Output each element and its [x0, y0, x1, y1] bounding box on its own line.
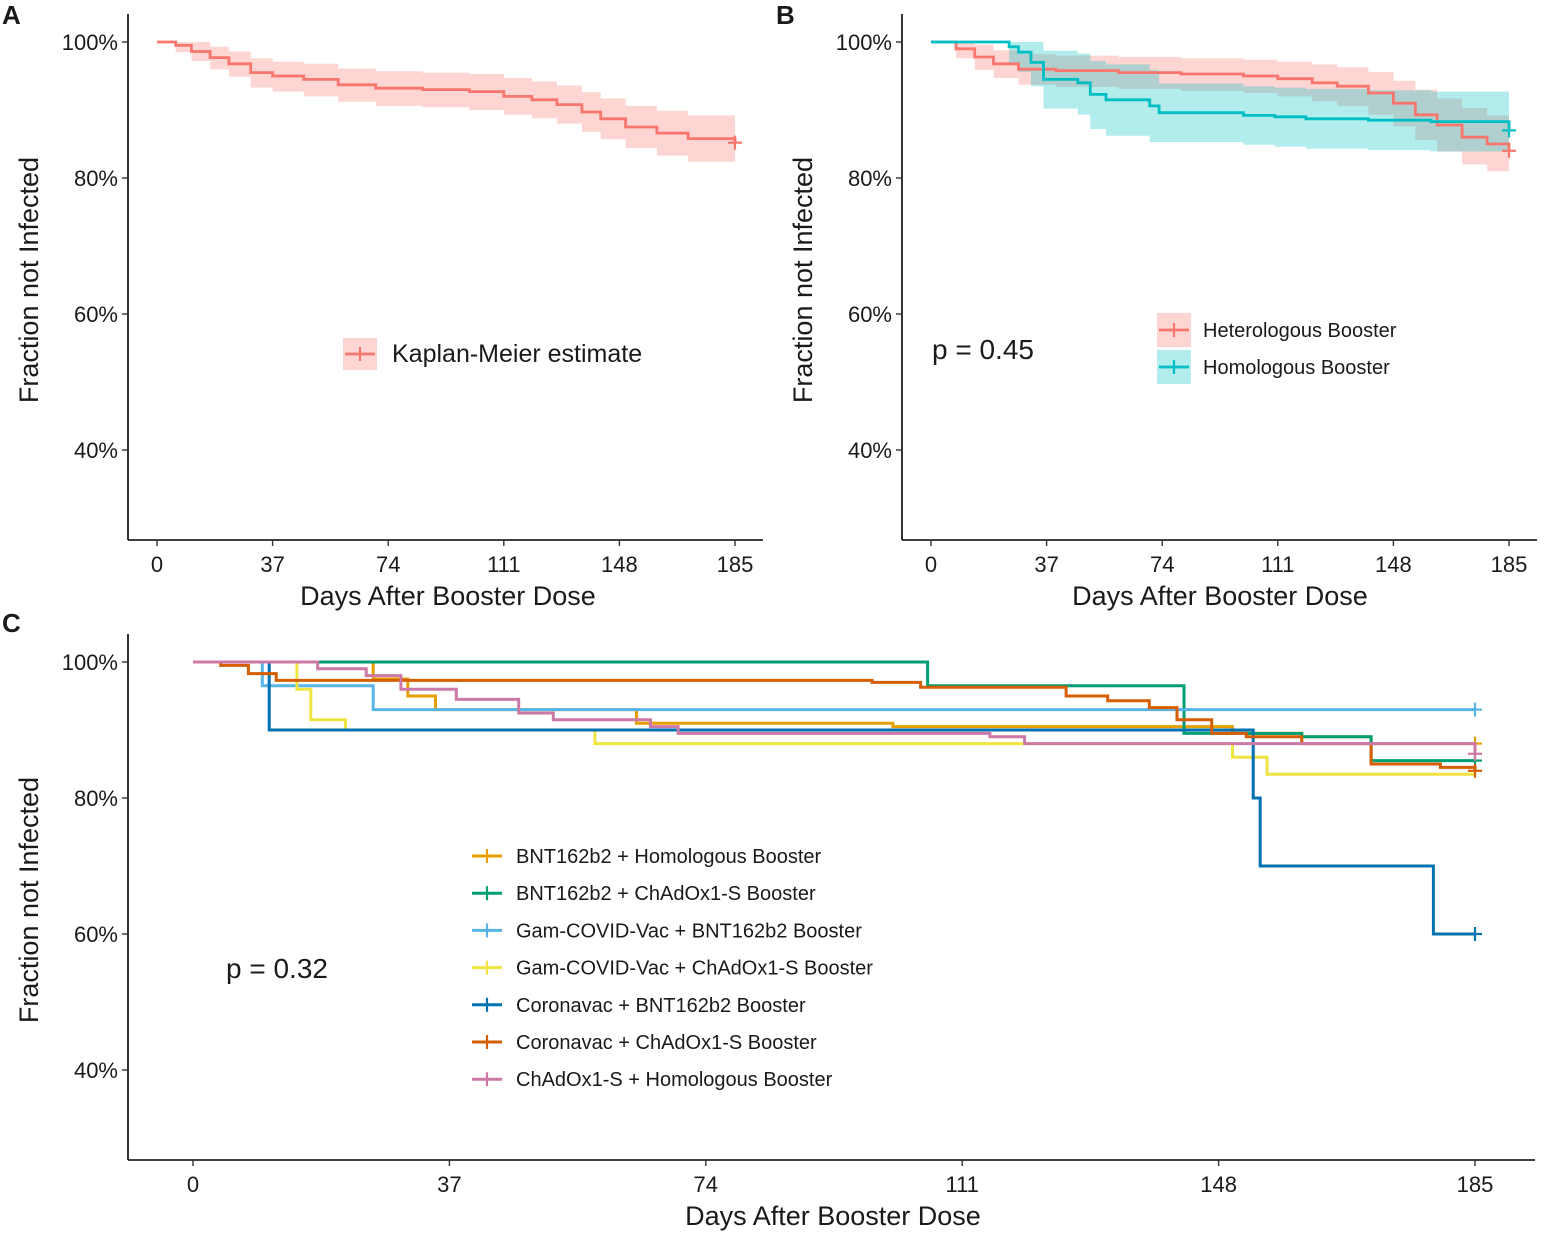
legend-label: Kaplan-Meier estimate — [392, 340, 642, 368]
legend-label: Gam-COVID-Vac + ChAdOx1-S Booster — [516, 958, 873, 980]
series-line-heterologous-booster — [931, 40, 1511, 151]
panel-a-x-tick-label: 148 — [601, 552, 638, 577]
panel-b-x-axis-title: Days After Booster Dose — [1072, 581, 1368, 611]
panel-b: B Days After Booster Dose Fraction not I… — [776, 0, 1537, 611]
panel-a: A Days After Booster Dose Fraction not I… — [2, 0, 763, 611]
panel-a-y-tick-label: 40% — [74, 438, 118, 463]
panel-b-x-tick-label: 37 — [1034, 552, 1058, 577]
panel-c-y-tick-label: 40% — [74, 1058, 118, 1083]
panel-c-x-tick-label: 74 — [694, 1172, 718, 1197]
panel-c-x-tick-label: 0 — [187, 1172, 199, 1197]
panel-b-y-tick-label: 100% — [836, 30, 892, 55]
panel-c-y-tick-label: 80% — [74, 786, 118, 811]
panel-c-plot: 40% 60% 80% 100% 0 37 74 111 148 185 BNT162b2 + Ho… — [62, 634, 1535, 1197]
panel-a-plot: 40% 60% 80% 100% 0 37 74 111 148 185 Kaplan-Meier … — [62, 14, 763, 577]
panel-a-y-tick-label: 60% — [74, 302, 118, 327]
legend-label: BNT162b2 + Homologous Booster — [516, 846, 822, 868]
panel-b-y-axis-title: Fraction not Infected — [788, 157, 818, 403]
panel-a-x-axis-title: Days After Booster Dose — [300, 581, 596, 611]
panel-b-x-tick-label: 74 — [1150, 552, 1174, 577]
panel-b-plot: 40% 60% 80% 100% 0 37 74 111 148 185 Heterologous … — [836, 14, 1537, 577]
panel-c-x-axis-title: Days After Booster Dose — [685, 1201, 981, 1231]
panel-a-x-tick-label: 74 — [376, 552, 400, 577]
panel-b-x-tick-label: 111 — [1261, 552, 1294, 577]
panel-c-y-tick-label: 100% — [62, 650, 118, 675]
panel-b-y-tick-label: 80% — [848, 166, 892, 191]
panel-b-y-tick-label: 40% — [848, 438, 892, 463]
panel-c-x-tick-label: 148 — [1200, 1172, 1237, 1197]
panel-b-letter: B — [776, 0, 795, 30]
panel-c: C Days After Booster Dose Fraction not I… — [2, 608, 1535, 1231]
panel-a-y-axis-title: Fraction not Infected — [14, 157, 44, 403]
legend-label: ChAdOx1-S + Homologous Booster — [516, 1069, 833, 1091]
series-line-gam-covid-vac-bnt162b2-booster — [193, 660, 1475, 712]
panel-a-x-tick-label: 37 — [260, 552, 284, 577]
legend-label: Coronavac + ChAdOx1-S Booster — [516, 1032, 817, 1054]
panel-a-legend: Kaplan-Meier estimate — [343, 338, 642, 370]
panel-c-p-value: p = 0.32 — [226, 953, 328, 984]
panel-a-x-tick-label: 0 — [151, 552, 163, 577]
panel-b-x-tick-label: 185 — [1491, 552, 1528, 577]
legend-label: Gam-COVID-Vac + BNT162b2 Booster — [516, 920, 862, 942]
panel-a-letter: A — [2, 0, 21, 30]
panel-c-x-tick-label: 37 — [437, 1172, 461, 1197]
panel-a-y-tick-label: 80% — [74, 166, 118, 191]
series-line-homologous-booster — [931, 40, 1511, 131]
panel-c-x-tick-label: 185 — [1457, 1172, 1494, 1197]
legend-label: Homologous Booster — [1203, 357, 1390, 379]
series-line-coronavac-bnt162b2-booster — [193, 660, 1475, 936]
panel-c-y-axis-title: Fraction not Infected — [14, 777, 44, 1023]
panel-b-p-value: p = 0.45 — [932, 334, 1034, 365]
legend-label: BNT162b2 + ChAdOx1-S Booster — [516, 883, 816, 905]
panel-b-x-tick-label: 0 — [925, 552, 937, 577]
legend-label: Coronavac + BNT162b2 Booster — [516, 995, 806, 1017]
series-line-kaplan-meier-estimate — [157, 40, 737, 143]
legend-label: Heterologous Booster — [1203, 320, 1397, 342]
panel-b-legend: Heterologous Booster Homologous Booster — [1157, 313, 1397, 384]
panel-b-x-tick-label: 148 — [1375, 552, 1412, 577]
panel-c-x-tick-label: 111 — [945, 1172, 978, 1197]
panel-a-y-tick-label: 100% — [62, 30, 118, 55]
panel-c-letter: C — [2, 608, 21, 638]
ci-band-heterologous-booster — [931, 42, 1509, 175]
series-line-chadox1-s-homologous-booster — [193, 660, 1477, 754]
panel-b-y-tick-label: 60% — [848, 302, 892, 327]
panel-c-legend: BNT162b2 + Homologous Booster BNT162b2 + … — [472, 846, 873, 1091]
panel-a-x-tick-label: 185 — [717, 552, 754, 577]
panel-a-x-tick-label: 111 — [487, 552, 520, 577]
ci-band-kaplan-meier-estimate — [157, 42, 735, 167]
panel-c-y-tick-label: 60% — [74, 922, 118, 947]
